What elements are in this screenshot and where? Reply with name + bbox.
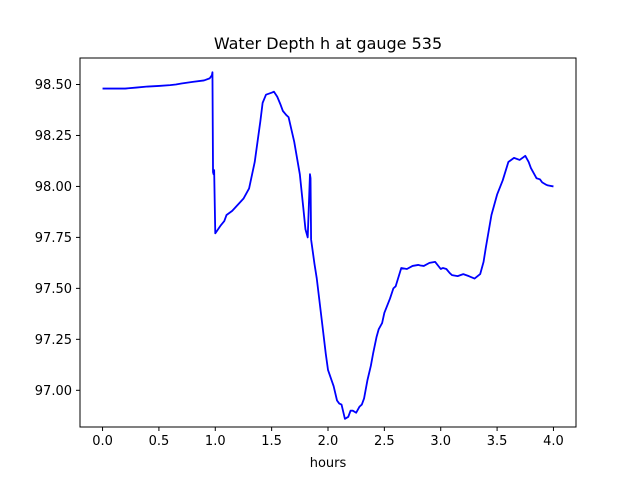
x-tick-label: 0.0 — [92, 434, 113, 449]
y-tick-label: 97.25 — [35, 333, 72, 348]
y-tick-label: 98.50 — [35, 78, 72, 93]
y-axis: 97.00 97.25 97.50 97.75 98.00 98.25 98.50 — [35, 78, 80, 399]
x-tick-label: 3.5 — [487, 434, 508, 449]
y-tick-label: 97.75 — [35, 231, 72, 246]
x-tick-label: 4.0 — [543, 434, 564, 449]
x-tick-label: 1.5 — [261, 434, 282, 449]
plot-area — [102, 71, 554, 420]
x-tick-label: 2.5 — [374, 434, 395, 449]
y-tick-label: 98.00 — [35, 180, 72, 195]
series-line — [102, 71, 554, 420]
x-axis-label: hours — [310, 456, 347, 471]
x-tick-label: 2.0 — [318, 434, 339, 449]
chart-title: Water Depth h at gauge 535 — [214, 34, 442, 53]
y-tick-label: 97.50 — [35, 282, 72, 297]
x-tick-label: 0.5 — [149, 434, 170, 449]
x-tick-label: 1.0 — [205, 434, 226, 449]
x-axis: 0.0 0.5 1.0 1.5 2.0 2.5 3.0 3.5 4.0 — [92, 427, 564, 449]
y-tick-label: 98.25 — [35, 129, 72, 144]
y-tick-label: 97.00 — [35, 384, 72, 399]
x-tick-label: 3.0 — [430, 434, 451, 449]
